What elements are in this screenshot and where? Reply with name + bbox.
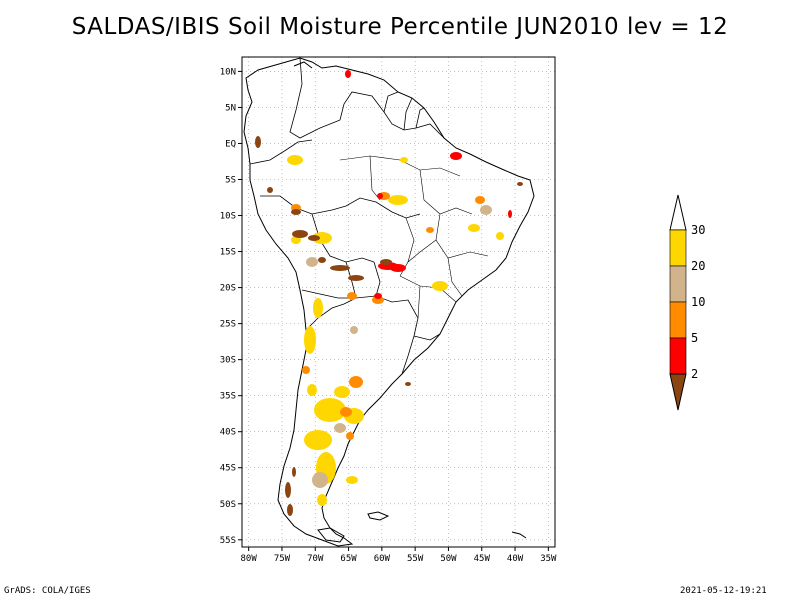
lat-label: 10S xyxy=(220,212,236,222)
lat-label: 50S xyxy=(220,500,236,510)
footer-credit: GrADS: COLA/IGES xyxy=(4,586,91,596)
lat-label: 15S xyxy=(220,248,236,258)
lat-label: 5N xyxy=(225,103,236,113)
lat-label: 45S xyxy=(220,464,236,474)
lat-label: EQ xyxy=(225,139,236,149)
lat-label: 10N xyxy=(220,67,236,77)
legend-label: 10 xyxy=(691,295,705,309)
lat-label: 5S xyxy=(225,176,236,186)
tierra-del-fuego xyxy=(317,527,345,543)
gridlines xyxy=(242,57,555,547)
lat-label: 25S xyxy=(220,320,236,330)
plot-frame xyxy=(241,56,556,548)
lat-label: 55S xyxy=(220,536,236,546)
legend-label: 5 xyxy=(691,331,698,345)
legend-label: 20 xyxy=(691,259,705,273)
lon-label: 80W xyxy=(241,554,258,564)
lon-label: 35W xyxy=(540,554,557,564)
lon-label: 75W xyxy=(274,554,291,564)
land-outlines xyxy=(243,57,535,547)
legend-bottom-arrow xyxy=(669,373,687,411)
lon-label: 60W xyxy=(374,554,391,564)
lon-label: 70W xyxy=(307,554,324,564)
lat-label: 35S xyxy=(220,392,236,402)
legend-color-box xyxy=(669,265,687,303)
map-title: SALDAS/IBIS Soil Moisture Percentile JUN… xyxy=(71,14,729,40)
longitude-labels: 80W 75W 70W 65W 60W 55W 50W 45W 40W 35W xyxy=(241,547,557,564)
lon-label: 40W xyxy=(507,554,524,564)
footer-timestamp: 2021-05-12-19:21 xyxy=(680,586,767,596)
legend-label: 2 xyxy=(691,367,698,381)
lon-label: 55W xyxy=(407,554,424,564)
lon-label: 65W xyxy=(340,554,357,564)
south-america-coastline xyxy=(243,57,535,547)
state-borders xyxy=(339,155,489,319)
percentile-patches xyxy=(255,70,523,516)
lat-label: 40S xyxy=(220,428,236,438)
lat-label: 20S xyxy=(220,284,236,294)
legend-color-box xyxy=(669,337,687,375)
falkland-islands xyxy=(367,511,390,521)
latitude-labels: 10N 5N EQ 5S 10S 15S 20S 25S 30S 35S 40S 45S 50S 55S xyxy=(220,67,242,546)
lon-label: 45W xyxy=(474,554,491,564)
small-island xyxy=(293,61,313,69)
legend-color-box xyxy=(669,301,687,339)
lat-label: 30S xyxy=(220,356,236,366)
small-island xyxy=(511,531,527,539)
legend-top-arrow xyxy=(669,194,687,231)
legend-color-box xyxy=(669,229,687,267)
lon-label: 50W xyxy=(440,554,457,564)
legend-label: 30 xyxy=(691,223,705,237)
country-borders xyxy=(249,57,445,375)
color-legend: 30 20 10 5 2 xyxy=(669,194,705,411)
